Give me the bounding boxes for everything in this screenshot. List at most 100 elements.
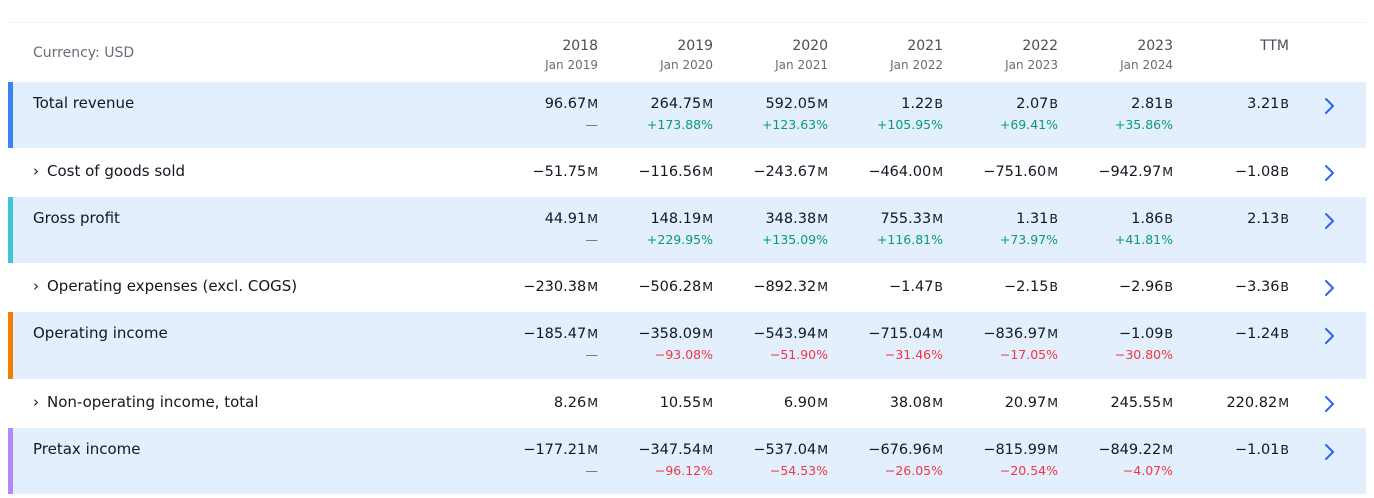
table-cell: 592.05M +123.63% [718,95,828,133]
table-row-operating-expenses-excl-cogs[interactable]: › Operating expenses (excl. COGS) −230.38M… [8,263,1366,312]
table-row-non-operating-income-total[interactable]: › Non-operating income, total 8.26M 10.55 M 6… [8,379,1366,428]
cell-unit: B [1049,211,1058,226]
cell-number: −942.97 [1098,164,1162,180]
table-row-total-revenue: Total revenue 96.67M —264.75M +173.88% 592.0… [8,82,1366,148]
cell-unit: M [817,442,828,457]
table-cell: −892.32M [718,278,828,296]
row-label: Operating income [33,324,168,342]
cell-number: −676.96 [868,442,932,458]
cell-number: 148.19 [650,211,702,227]
cell-change: +173.88% [646,117,713,132]
currency-label: Currency: USD [33,45,135,61]
cell-value: −347.54M [603,441,713,459]
cell-value: −464.00M [833,163,943,181]
row-accent-bar [8,428,13,494]
chevron-right-icon[interactable] [1320,95,1340,117]
chevron-right-icon[interactable] [1320,277,1340,299]
cell-unit: M [817,96,828,111]
cell-number: −506.28 [638,279,702,295]
cell-unit: M [702,279,713,294]
row-label[interactable]: › Operating expenses (excl. COGS) [33,277,297,295]
table-cell: 2.13B [1179,210,1289,228]
row-accent-bar [8,312,13,379]
chevron-right-icon[interactable] [1320,441,1340,463]
cell-unit: M [817,211,828,226]
cell-unit: M [702,96,713,111]
row-accent-bar [8,82,13,148]
cell-change: −54.53% [769,463,828,478]
cell-unit: M [932,442,943,457]
cell-number: −116.56 [638,164,702,180]
cell-value: −849.22M [1063,441,1173,459]
cell-value: 8.26M [488,394,598,412]
table-cell: 1.22B +105.95% [833,95,943,133]
row-label[interactable]: › Non-operating income, total [33,393,259,411]
table-cell: −230.38M [488,278,598,296]
table-cell: 348.38M +135.09% [718,210,828,248]
cell-value: 2.13B [1179,210,1289,228]
cell-value: 1.86B [1063,210,1173,228]
cell-number: −358.09 [638,326,702,342]
table-cell: −1.01B [1179,441,1289,459]
table-cell: −347.54M −96.12% [603,441,713,479]
cell-unit: B [1280,211,1289,226]
column-year: 2019 [677,38,713,54]
cell-value: −185.47M [488,325,598,343]
table-row-gross-profit: Gross profit 44.91M —148.19M +229.95% 348.38… [8,197,1366,263]
cell-number: 38.08 [889,395,932,411]
column-year: 2021 [907,38,943,54]
cell-unit: M [702,211,713,226]
cell-value: 245.55M [1063,394,1173,412]
cell-number: −715.04 [868,326,932,342]
column-year: TTM [1260,38,1289,54]
cell-value: −892.32M [718,278,828,296]
cell-change: — [585,347,599,362]
chevron-right-icon[interactable] [1320,393,1340,415]
row-label-text: Operating income [33,324,168,342]
row-label[interactable]: › Cost of goods sold [33,162,185,180]
column-year: 2023 [1137,38,1173,54]
expand-chevron-icon[interactable]: › [33,277,39,295]
cell-change: +41.81% [1114,232,1173,247]
row-label-text: Pretax income [33,440,141,458]
cell-unit: M [1047,395,1058,410]
table-cell: −51.75M [488,163,598,181]
cell-number: 10.55 [659,395,702,411]
expand-chevron-icon[interactable]: › [33,393,39,411]
cell-value: 6.90M [718,394,828,412]
row-accent-bar [8,197,13,263]
table-cell: −676.96M −26.05% [833,441,943,479]
cell-value: −1.24B [1179,325,1289,343]
cell-value: 755.33M [833,210,943,228]
cell-change: −26.05% [884,463,943,478]
cell-unit: B [1049,279,1058,294]
cell-value: −537.04M [718,441,828,459]
cell-value: 2.07B [948,95,1058,113]
table-cell: 1.86B +41.81% [1063,210,1173,248]
table-cell: −715.04M −31.46% [833,325,943,363]
chevron-right-icon[interactable] [1320,325,1340,347]
table-cell: −1.24B [1179,325,1289,343]
cell-unit: B [1164,326,1173,341]
column-year: 2018 [562,38,598,54]
table-cell: 6.90M [718,394,828,412]
table-row-cost-of-goods-sold[interactable]: › Cost of goods sold −51.75M −116.56M −243.6… [8,148,1366,197]
expand-chevron-icon[interactable]: › [33,162,39,180]
cell-number: 220.82 [1226,395,1278,411]
chevron-right-icon[interactable] [1320,162,1340,184]
cell-value: 1.31B [948,210,1058,228]
cell-number: −464.00 [868,164,932,180]
cell-number: −185.47 [523,326,587,342]
cell-number: 2.13 [1247,211,1280,227]
cell-change: −51.90% [769,347,828,362]
cell-change: +73.97% [999,232,1058,247]
chevron-right-icon[interactable] [1320,210,1340,232]
cell-number: −836.97 [983,326,1047,342]
cell-unit: M [702,442,713,457]
cell-number: −2.15 [1003,279,1049,295]
cell-unit: B [934,96,943,111]
cell-unit: B [1280,442,1289,457]
cell-number: −751.60 [983,164,1047,180]
table-cell: 38.08M [833,394,943,412]
cell-value: 2.81B [1063,95,1173,113]
